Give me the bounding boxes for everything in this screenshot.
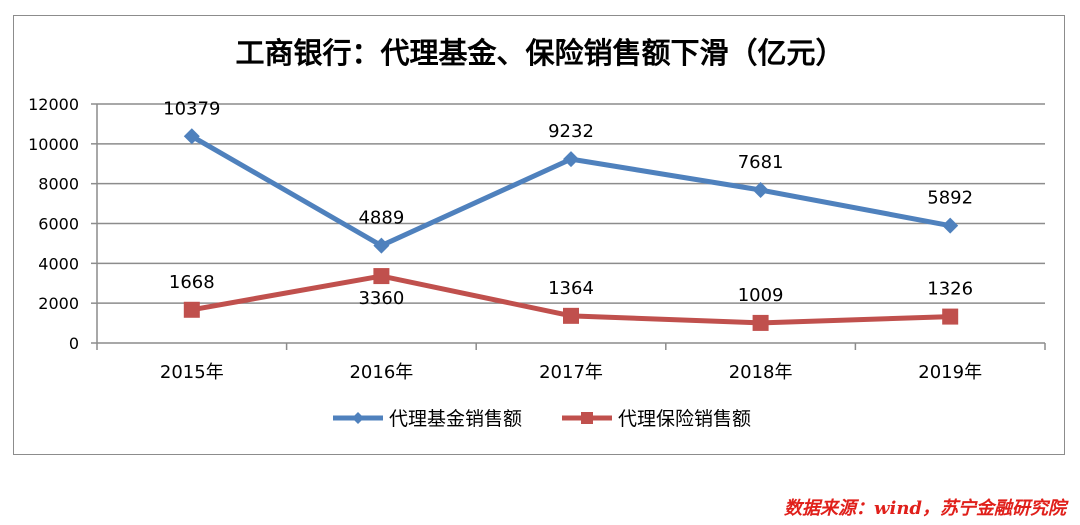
data-point-diamond <box>183 128 200 145</box>
data-labels: 10379 4889 9232 7681 5892 1668 3360 1364 1009 132… <box>163 98 973 309</box>
data-point-diamond <box>752 182 769 199</box>
data-point-diamond <box>373 237 390 254</box>
y-tick-label: 4000 <box>38 254 79 273</box>
legend: 代理基金销售额 代理保险销售额 <box>333 408 751 430</box>
data-label: 9232 <box>548 121 594 142</box>
y-tick-label: 10000 <box>28 135 79 154</box>
data-point-square <box>752 314 769 331</box>
data-label: 1364 <box>548 278 594 299</box>
data-point-square <box>942 308 959 325</box>
legend-marker-diamond <box>352 412 364 424</box>
source-note: 数据来源：wind，苏宁金融研究院 <box>783 498 1066 519</box>
x-tick-label: 2018年 <box>729 362 793 383</box>
legend-label-0: 代理基金销售额 <box>389 408 522 430</box>
data-point-diamond <box>942 217 959 234</box>
x-tick-label: 2019年 <box>918 362 982 383</box>
x-tick-label: 2016年 <box>349 362 413 383</box>
y-tick-label: 0 <box>69 334 79 353</box>
data-label: 4889 <box>358 208 404 229</box>
legend-label-1: 代理保险销售额 <box>618 408 751 430</box>
grid-lines <box>97 103 1045 304</box>
y-tick-label: 8000 <box>38 175 79 194</box>
axes: 0 2000 4000 6000 8000 10000 12000 2015年 2016年 201… <box>28 95 1046 383</box>
chart-title: 工商银行：代理基金、保险销售额下滑（亿元） <box>235 36 844 70</box>
data-label: 3360 <box>358 288 404 309</box>
data-point-square <box>563 307 579 324</box>
data-label: 1009 <box>738 285 784 306</box>
data-label: 10379 <box>163 98 220 119</box>
y-tick-label: 6000 <box>38 215 79 234</box>
data-label: 1326 <box>927 279 973 300</box>
chart-frame <box>13 15 1065 455</box>
data-point-square <box>373 268 390 285</box>
series-layer <box>183 128 959 331</box>
data-label: 5892 <box>927 188 973 209</box>
y-tick-label: 2000 <box>38 294 79 313</box>
data-label: 1668 <box>169 272 215 293</box>
data-point-square <box>183 301 200 318</box>
legend-marker-square <box>581 412 593 424</box>
data-point-diamond <box>563 151 579 168</box>
x-tick-label: 2015年 <box>160 362 224 383</box>
data-label: 7681 <box>738 152 784 173</box>
x-tick-label: 2017年 <box>539 362 603 383</box>
y-tick-label: 12000 <box>28 95 79 114</box>
